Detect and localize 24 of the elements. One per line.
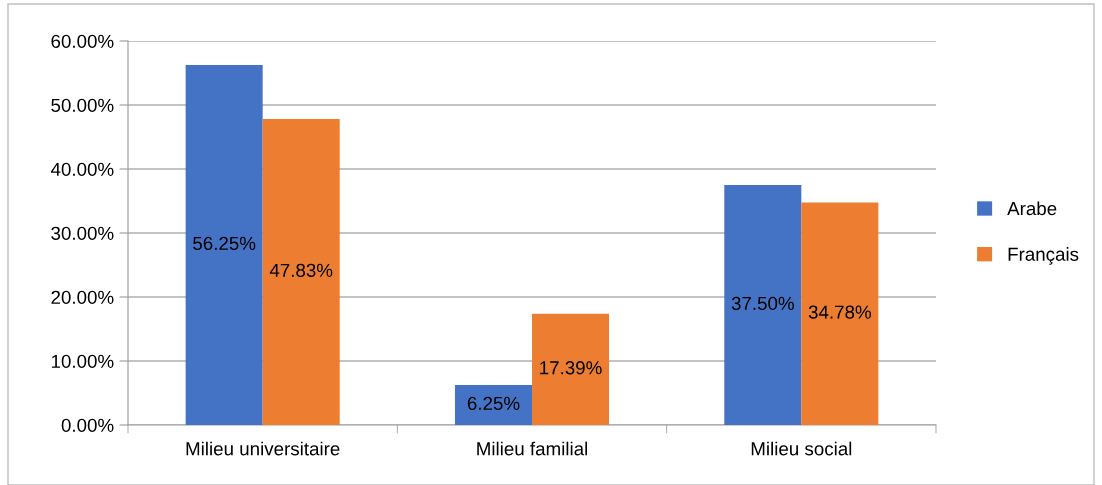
y-tick-label: 0.00% xyxy=(61,418,114,432)
bar xyxy=(185,65,263,425)
bar xyxy=(801,202,879,425)
legend-label: Arabe xyxy=(1007,201,1057,216)
x-tick-label: Milieu familial xyxy=(477,441,588,456)
data-label: 17.39% xyxy=(540,361,602,375)
data-label: 56.25% xyxy=(193,236,256,251)
data-label: 37.50% xyxy=(731,296,794,311)
x-tick-label: Milieu social xyxy=(751,441,852,456)
y-tick-label: 10.00% xyxy=(51,354,114,368)
data-label: 47.83% xyxy=(269,263,333,277)
bar xyxy=(724,185,802,425)
legend-label: Français xyxy=(1008,247,1079,265)
y-tick-label: 50.00% xyxy=(51,98,114,112)
bar xyxy=(262,118,340,425)
y-tick-label: 30.00% xyxy=(51,226,114,240)
y-tick-label: 40.00% xyxy=(50,162,114,176)
bar xyxy=(532,313,610,425)
x-tick-label: Milieu universitaire xyxy=(186,441,340,456)
bar xyxy=(454,385,532,425)
data-label: 34.78% xyxy=(808,305,871,319)
y-tick-label: 20.00% xyxy=(51,290,114,304)
data-label: 6.25% xyxy=(467,396,520,411)
y-tick-label: 60.00% xyxy=(51,34,114,48)
